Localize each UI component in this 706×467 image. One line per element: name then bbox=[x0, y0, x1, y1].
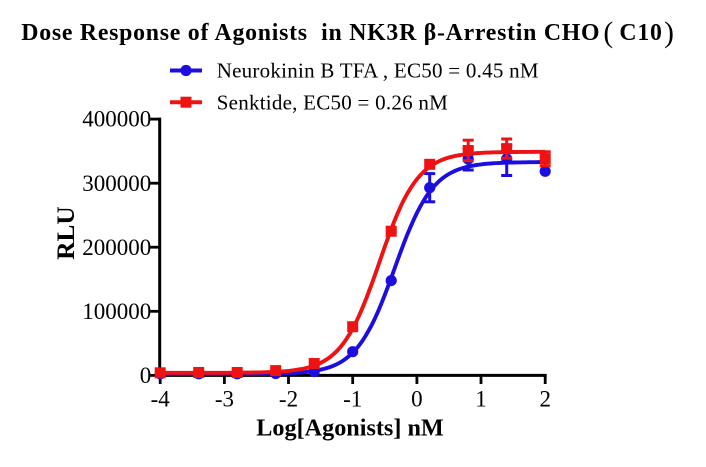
svg-text:Neurokinin B TFA , EC50 = 0.45: Neurokinin B TFA , EC50 = 0.45 nM bbox=[217, 59, 539, 83]
svg-text:300000: 300000 bbox=[82, 171, 151, 196]
svg-text:-2: -2 bbox=[279, 386, 298, 411]
svg-text:Dose Response of Agonists in: Dose Response of Agonists in NK3R β-Arre… bbox=[21, 17, 674, 49]
svg-text:-1: -1 bbox=[343, 386, 362, 411]
svg-text:2: 2 bbox=[539, 386, 551, 411]
svg-text:-3: -3 bbox=[215, 386, 234, 411]
svg-text:100000: 100000 bbox=[82, 299, 151, 324]
svg-text:400000: 400000 bbox=[82, 107, 151, 132]
svg-text:200000: 200000 bbox=[82, 235, 151, 260]
svg-text:Senktide, EC50 = 0.26 nM: Senktide, EC50 = 0.26 nM bbox=[217, 90, 448, 114]
svg-text:-4: -4 bbox=[151, 386, 171, 411]
svg-text:Log[Agonists] nM: Log[Agonists] nM bbox=[256, 415, 444, 442]
svg-text:0: 0 bbox=[411, 386, 423, 411]
svg-text:0: 0 bbox=[140, 363, 152, 388]
svg-text:1: 1 bbox=[475, 386, 487, 411]
svg-text:RLU: RLU bbox=[52, 206, 80, 259]
